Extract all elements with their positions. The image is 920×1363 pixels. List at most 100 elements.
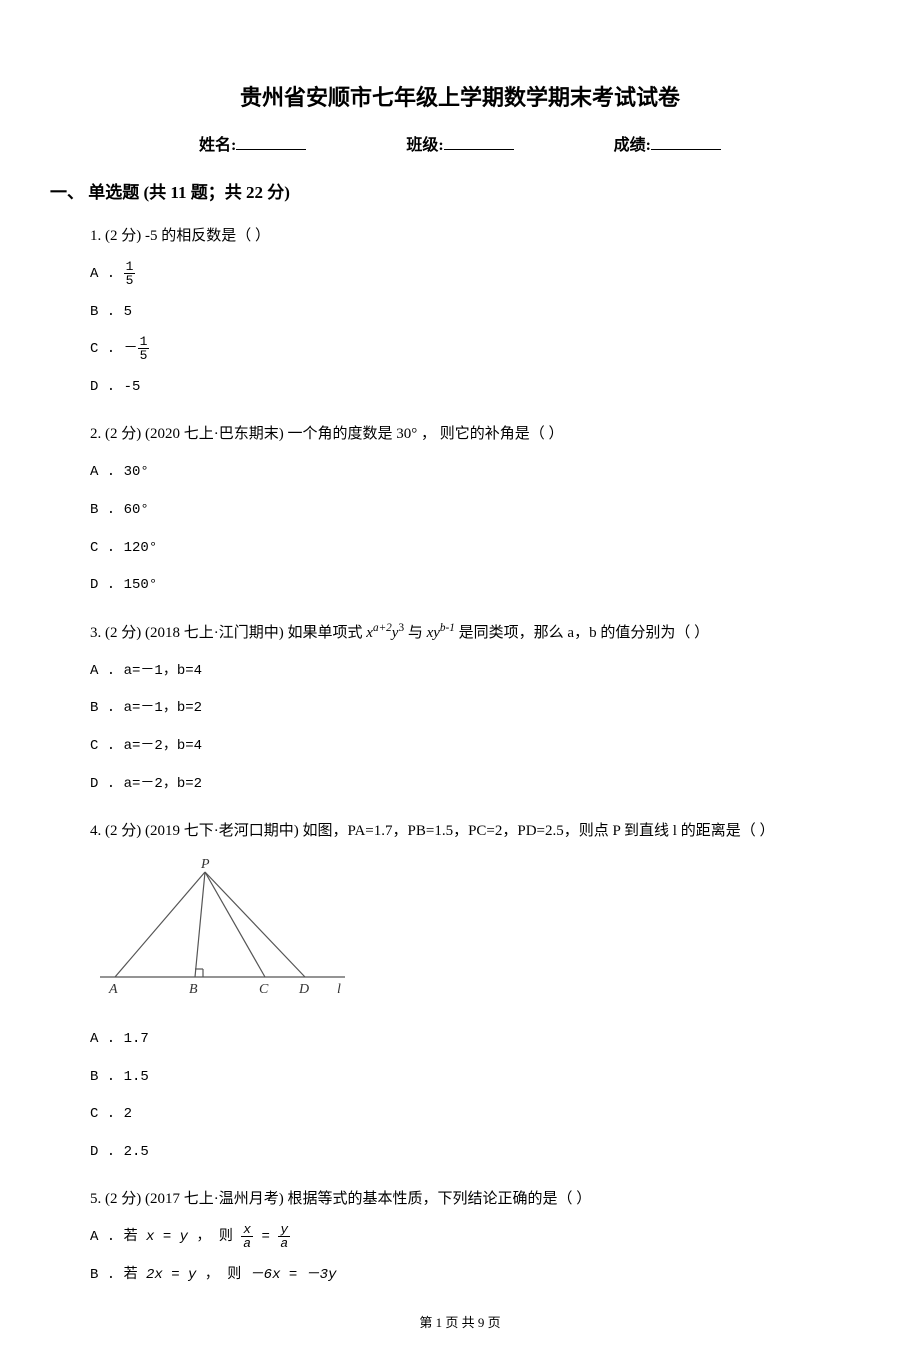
class-field: 班级: [406, 133, 513, 159]
q2-body: 一个角的度数是 30° ， 则它的补角是（ ） [288, 426, 564, 442]
svg-text:D: D [298, 982, 309, 997]
q5-body: 根据等式的基本性质，下列结论正确的是（ ） [288, 1191, 592, 1207]
q3-opt-b-text: a=－1，b=2 [124, 700, 202, 716]
name-field: 姓名: [199, 133, 306, 159]
q2-opt-a-label: A . [90, 464, 115, 480]
q1-body: -5 的相反数是（ ） [145, 228, 270, 244]
q3-opt-c-label: C . [90, 738, 115, 754]
q2-option-c: C . 120° [90, 532, 860, 566]
question-4: 4. (2 分) (2019 七下·老河口期中) 如图，PA=1.7，PB=1.… [90, 813, 860, 1169]
q5b-eq1: 2x = y [146, 1267, 196, 1283]
q2-opt-a-text: 30° [124, 464, 149, 480]
q2-option-d: D . 150° [90, 569, 860, 603]
score-blank [651, 134, 721, 150]
q2-opt-c-label: C . [90, 540, 115, 556]
class-blank [444, 134, 514, 150]
q4-opt-b-label: B . [90, 1069, 115, 1085]
q1-opt-c-neg: － [124, 341, 138, 357]
q5b-eq2: －6x = －3y [250, 1267, 337, 1283]
q5a-frac2: ya [278, 1223, 290, 1250]
svg-text:P: P [200, 857, 210, 872]
q5a-frac1-num: x [241, 1223, 253, 1237]
q3-mid: 与 [404, 625, 427, 641]
q3-num: 3. [90, 625, 101, 641]
q1-option-c: C . － 1 5 [90, 333, 860, 367]
q5-points: (2 分) [105, 1191, 141, 1207]
q5a-x: x [146, 1229, 154, 1245]
q2-opt-b-label: B . [90, 502, 115, 518]
q5a-eq2: = [262, 1229, 270, 1245]
q5-opt-b-label: B . [90, 1267, 115, 1283]
exam-title: 贵州省安顺市七年级上学期数学期末考试试卷 [60, 80, 860, 115]
q2-option-b: B . 60° [90, 494, 860, 528]
q1-opt-c-frac: 1 5 [138, 335, 150, 362]
q5-option-a: A . 若 x = y ， 则 xa = ya [90, 1221, 860, 1255]
q5-opt-b-mid: ， 则 [196, 1267, 249, 1283]
question-2-text: 2. (2 分) (2020 七上·巴东期末) 一个角的度数是 30° ， 则它… [90, 416, 860, 452]
question-4-text: 4. (2 分) (2019 七下·老河口期中) 如图，PA=1.7，PB=1.… [90, 813, 860, 849]
q4-body: 如图，PA=1.7，PB=1.5，PC=2，PD=2.5，则点 P 到直线 l … [303, 823, 775, 839]
q5a-frac2-den: a [278, 1237, 290, 1250]
q5-opt-a-mid: ， 则 [188, 1229, 241, 1245]
q5-option-b: B . 若 2x = y ， 则 －6x = －3y [90, 1259, 860, 1293]
q3-option-d: D . a=－2，b=2 [90, 768, 860, 802]
q2-opt-d-label: D . [90, 577, 115, 593]
q3-option-c: C . a=－2，b=4 [90, 730, 860, 764]
question-5: 5. (2 分) (2017 七上·温州月考) 根据等式的基本性质，下列结论正确… [90, 1181, 860, 1292]
q3-opt-a-label: A . [90, 663, 115, 679]
q4-option-d: D . 2.5 [90, 1136, 860, 1170]
q1-opt-a-frac-num: 1 [124, 260, 136, 274]
score-field: 成绩: [614, 133, 721, 159]
svg-text:B: B [189, 982, 198, 997]
svg-text:A: A [108, 982, 118, 997]
q1-opt-a-frac: 1 5 [124, 260, 136, 287]
q5-opt-a-label: A . [90, 1229, 115, 1245]
name-label: 姓名: [199, 137, 236, 154]
q4-opt-d-label: D . [90, 1144, 115, 1160]
q4-num: 4. [90, 823, 101, 839]
q3-opt-a-text: a=－1，b=4 [124, 663, 202, 679]
q2-opt-b-text: 60° [124, 502, 149, 518]
question-1-text: 1. (2 分) -5 的相反数是（ ） [90, 218, 860, 254]
q1-opt-a-frac-den: 5 [124, 274, 136, 287]
question-5-text: 5. (2 分) (2017 七上·温州月考) 根据等式的基本性质，下列结论正确… [90, 1181, 860, 1217]
question-1: 1. (2 分) -5 的相反数是（ ） A . 1 5 B . 5 C . －… [90, 218, 860, 404]
q1-opt-d-text: -5 [124, 379, 141, 395]
question-3: 3. (2 分) (2018 七上·江门期中) 如果单项式 xa+2y3 与 x… [90, 615, 860, 801]
q2-num: 2. [90, 426, 101, 442]
q5-opt-a-pre: 若 [124, 1229, 146, 1245]
q1-opt-c-frac-num: 1 [138, 335, 150, 349]
q3-opt-d-label: D . [90, 776, 115, 792]
q5-num: 5. [90, 1191, 101, 1207]
q1-points: (2 分) [105, 228, 141, 244]
q5a-frac2-num: y [278, 1223, 290, 1237]
q1-opt-b-text: 5 [124, 304, 132, 320]
q3-expr2-sup: b-1 [440, 622, 455, 634]
q3-opt-d-text: a=－2，b=2 [124, 776, 202, 792]
q5a-frac1-den: a [241, 1237, 253, 1250]
q1-option-a: A . 1 5 [90, 258, 860, 292]
q1-opt-a-label: A . [90, 266, 115, 282]
q4-points: (2 分) [105, 823, 141, 839]
q4-opt-b-text: 1.5 [124, 1069, 149, 1085]
q4-source: (2019 七下·老河口期中) [145, 823, 299, 839]
svg-text:l: l [337, 982, 341, 997]
student-info-row: 姓名: 班级: 成绩: [60, 133, 860, 159]
q5-opt-b-pre: 若 [124, 1267, 146, 1283]
q4-option-a: A . 1.7 [90, 1023, 860, 1057]
question-3-text: 3. (2 分) (2018 七上·江门期中) 如果单项式 xa+2y3 与 x… [90, 615, 860, 651]
q1-opt-b-label: B . [90, 304, 115, 320]
q3-post: 是同类项，那么 a，b 的值分别为（ ） [455, 625, 709, 641]
q3-expr1-sup1: a+2 [373, 622, 392, 634]
svg-text:C: C [259, 982, 269, 997]
q4-geometry-diagram: P A B C Dl [90, 857, 350, 997]
q1-option-d: D . -5 [90, 371, 860, 405]
q1-option-b: B . 5 [90, 296, 860, 330]
q4-opt-a-label: A . [90, 1031, 115, 1047]
class-label: 班级: [406, 137, 443, 154]
q3-option-b: B . a=－1，b=2 [90, 692, 860, 726]
q3-points: (2 分) [105, 625, 141, 641]
page-footer: 第 1 页 共 9 页 [60, 1313, 860, 1334]
q3-source: (2018 七上·江门期中) [145, 625, 284, 641]
q4-opt-c-label: C . [90, 1106, 115, 1122]
